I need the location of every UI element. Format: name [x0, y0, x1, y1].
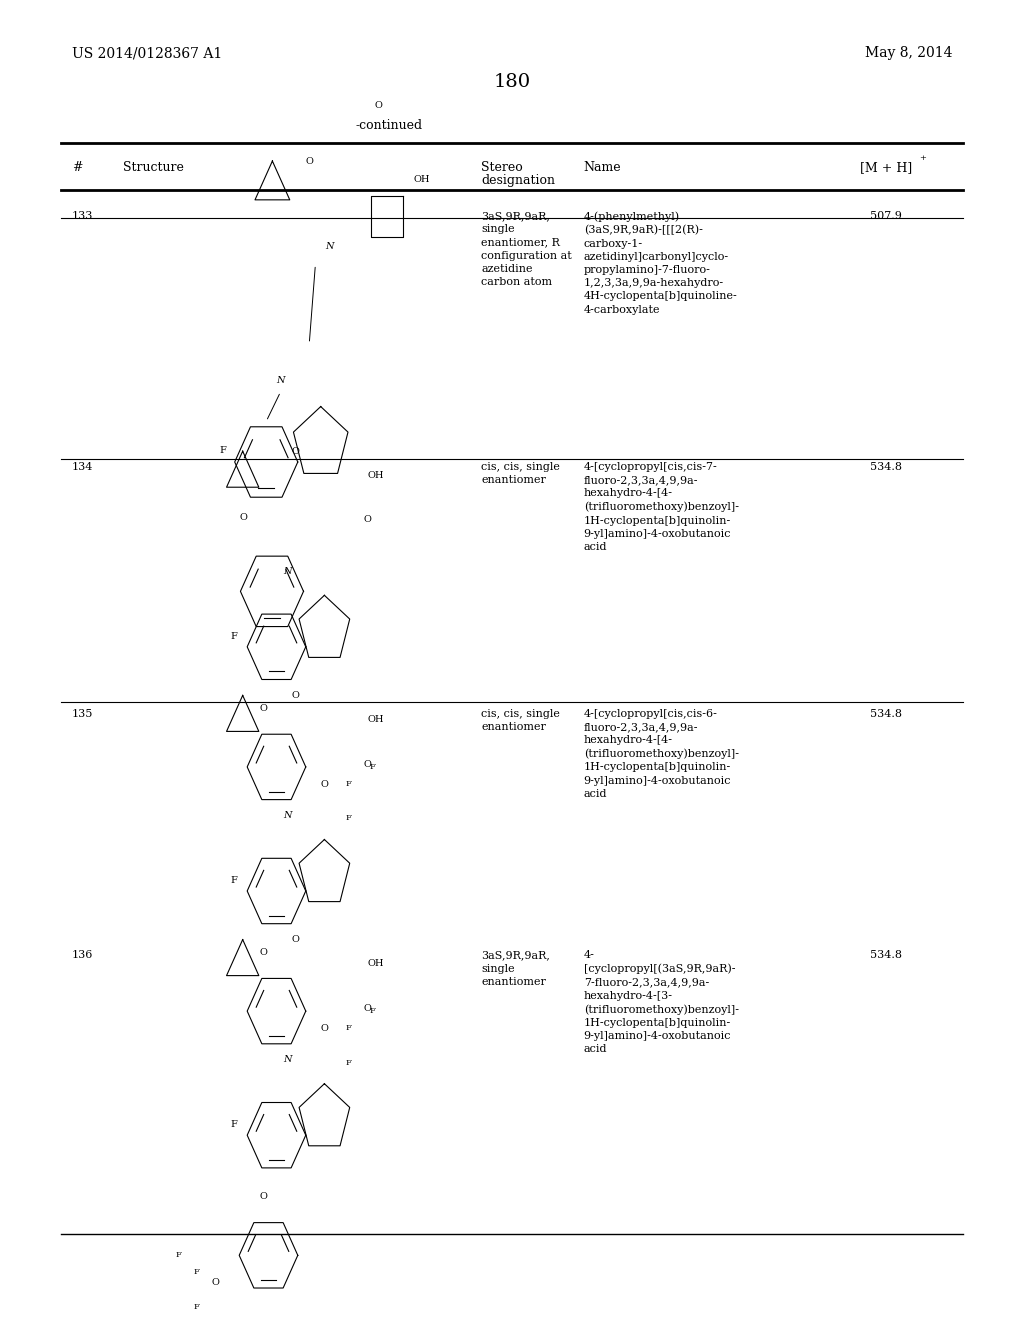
Text: N: N: [283, 810, 292, 820]
Text: 3aS,9R,9aR,
single
enantiomer: 3aS,9R,9aR, single enantiomer: [481, 950, 550, 987]
Text: 4-
[cyclopropyl[(3aS,9R,9aR)-
7-fluoro-2,3,3a,4,9,9a-
hexahydro-4-[3-
(trifluoro: 4- [cyclopropyl[(3aS,9R,9aR)- 7-fluoro-2…: [584, 950, 738, 1055]
Text: O: O: [306, 157, 313, 165]
Text: 136: 136: [72, 950, 93, 961]
Text: F: F: [194, 1303, 200, 1311]
Text: 534.8: 534.8: [870, 950, 902, 961]
Text: 507.9: 507.9: [870, 211, 902, 222]
Text: F: F: [346, 1024, 351, 1032]
Text: O: O: [321, 1024, 329, 1032]
Text: 534.8: 534.8: [870, 462, 902, 473]
Text: OH: OH: [368, 960, 384, 968]
Text: O: O: [259, 1192, 267, 1201]
Text: F: F: [230, 1121, 238, 1130]
Text: OH: OH: [368, 715, 384, 723]
Text: F: F: [230, 632, 238, 642]
Text: O: O: [240, 513, 247, 521]
Text: O: O: [211, 1278, 219, 1287]
Text: F: F: [194, 1269, 200, 1276]
Text: 3aS,9R,9aR,
single
enantiomer, R
configuration at
azetidine
carbon atom: 3aS,9R,9aR, single enantiomer, R configu…: [481, 211, 572, 288]
Text: cis, cis, single
enantiomer: cis, cis, single enantiomer: [481, 462, 560, 486]
Text: O: O: [292, 446, 300, 455]
Text: O: O: [259, 704, 267, 713]
Text: O: O: [292, 690, 300, 700]
Text: 134: 134: [72, 462, 93, 473]
Text: O: O: [364, 515, 372, 524]
Text: US 2014/0128367 A1: US 2014/0128367 A1: [72, 46, 222, 61]
Text: F: F: [346, 1059, 351, 1067]
Text: Name: Name: [584, 161, 622, 174]
Text: O: O: [364, 759, 372, 768]
Text: [M + H]: [M + H]: [860, 161, 912, 174]
Text: -continued: -continued: [355, 119, 423, 132]
Text: +: +: [920, 154, 927, 162]
Text: F: F: [175, 1251, 181, 1259]
Text: 4-[cyclopropyl[cis,cis-6-
fluoro-2,3,3a,4,9,9a-
hexahydro-4-[4-
(trifluoromethox: 4-[cyclopropyl[cis,cis-6- fluoro-2,3,3a,…: [584, 709, 738, 799]
Text: 135: 135: [72, 709, 93, 719]
Text: N: N: [326, 242, 334, 251]
Text: O: O: [259, 948, 267, 957]
Text: F: F: [230, 876, 238, 886]
Text: designation: designation: [481, 174, 555, 187]
Text: N: N: [283, 1055, 292, 1064]
Text: OH: OH: [368, 471, 384, 479]
Text: Stereo: Stereo: [481, 161, 523, 174]
Text: F: F: [346, 814, 351, 822]
Text: N: N: [283, 566, 292, 576]
Text: N: N: [276, 376, 285, 385]
Text: Structure: Structure: [123, 161, 183, 174]
Text: cis, cis, single
enantiomer: cis, cis, single enantiomer: [481, 709, 560, 733]
Text: F: F: [370, 1007, 376, 1015]
Text: O: O: [321, 780, 329, 788]
Text: 180: 180: [494, 73, 530, 91]
Text: May 8, 2014: May 8, 2014: [865, 46, 952, 61]
Text: F: F: [346, 780, 351, 788]
Text: 4-(phenylmethyl)
(3aS,9R,9aR)-[[[2(R)-
carboxy-1-
azetidinyl]carbonyl]cyclo-
pro: 4-(phenylmethyl) (3aS,9R,9aR)-[[[2(R)- c…: [584, 211, 737, 314]
Text: F: F: [370, 763, 376, 771]
Text: O: O: [364, 1003, 372, 1012]
Text: #: #: [72, 161, 82, 174]
Text: O: O: [375, 102, 382, 110]
Text: O: O: [292, 935, 300, 944]
Text: F: F: [220, 446, 226, 455]
Text: 4-[cyclopropyl[cis,cis-7-
fluoro-2,3,3a,4,9,9a-
hexahydro-4-[4-
(trifluoromethox: 4-[cyclopropyl[cis,cis-7- fluoro-2,3,3a,…: [584, 462, 738, 552]
Text: 534.8: 534.8: [870, 709, 902, 719]
Text: OH: OH: [414, 176, 430, 183]
Text: 133: 133: [72, 211, 93, 222]
